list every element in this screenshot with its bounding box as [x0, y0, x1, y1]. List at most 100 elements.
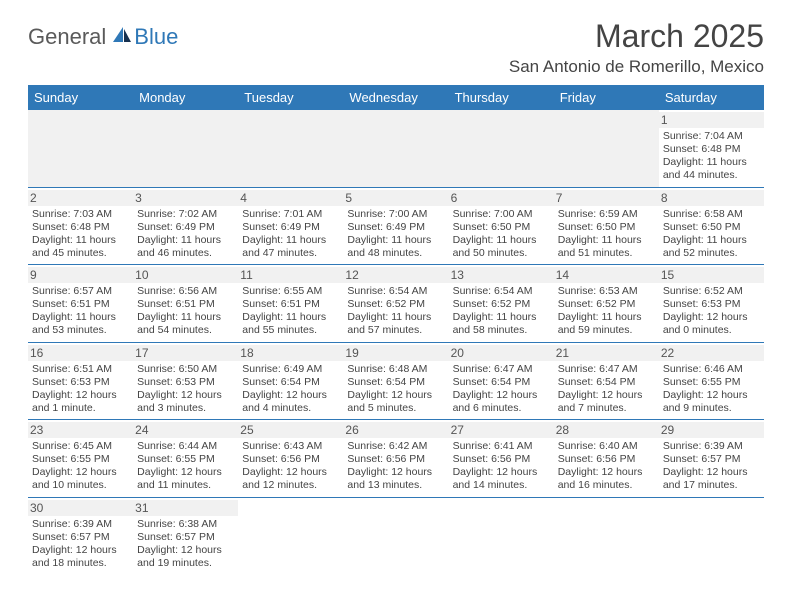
day-info: Sunrise: 6:51 AMSunset: 6:53 PMDaylight:… [32, 363, 129, 416]
day-info: Sunrise: 6:45 AMSunset: 6:55 PMDaylight:… [32, 440, 129, 493]
calendar-week: 30Sunrise: 6:39 AMSunset: 6:57 PMDayligh… [28, 497, 764, 574]
day-number: 1 [659, 112, 764, 128]
day-info: Sunrise: 6:38 AMSunset: 6:57 PMDaylight:… [137, 518, 234, 571]
calendar-day: 22Sunrise: 6:46 AMSunset: 6:55 PMDayligh… [659, 342, 764, 420]
sail-icon [110, 25, 134, 50]
calendar-week: 2 Sunrise: 7:03 AMSunset: 6:48 PMDaylight… [28, 187, 764, 265]
calendar-day: 19 Sunrise: 6:48 AMSunset: 6:54 PMDayligh… [343, 342, 448, 420]
day-number: 7 [554, 190, 659, 206]
calendar-empty [238, 110, 343, 187]
day-number: 24 [133, 422, 238, 438]
day-info: Sunrise: 6:56 AMSunset: 6:51 PMDaylight:… [137, 285, 234, 338]
day-header: Friday [554, 85, 659, 110]
day-info: Sunrise: 6:59 AMSunset: 6:50 PMDaylight:… [558, 208, 655, 261]
calendar-empty [133, 110, 238, 187]
day-number: 6 [449, 190, 554, 206]
calendar-empty [238, 497, 343, 574]
day-info: Sunrise: 6:47 AMSunset: 6:54 PMDaylight:… [453, 363, 550, 416]
day-number: 12 [343, 267, 448, 283]
calendar-week: 9Sunrise: 6:57 AMSunset: 6:51 PMDaylight… [28, 265, 764, 343]
day-info: Sunrise: 6:44 AMSunset: 6:55 PMDaylight:… [137, 440, 234, 493]
day-header: Wednesday [343, 85, 448, 110]
calendar-day: 14 Sunrise: 6:53 AMSunset: 6:52 PMDayligh… [554, 265, 659, 343]
calendar-empty [343, 497, 448, 574]
calendar-week: 23Sunrise: 6:45 AMSunset: 6:55 PMDayligh… [28, 420, 764, 498]
day-number: 3 [133, 190, 238, 206]
day-info: Sunrise: 7:01 AMSunset: 6:49 PMDaylight:… [242, 208, 339, 261]
day-number: 26 [343, 422, 448, 438]
day-info: Sunrise: 6:46 AMSunset: 6:55 PMDaylight:… [663, 363, 760, 416]
calendar-day: 5Sunrise: 7:00 AMSunset: 6:49 PMDaylight… [343, 187, 448, 265]
calendar-day: 17Sunrise: 6:50 AMSunset: 6:53 PMDayligh… [133, 342, 238, 420]
day-info: Sunrise: 6:49 AMSunset: 6:54 PMDaylight:… [242, 363, 339, 416]
day-header: Sunday [28, 85, 133, 110]
day-number: 5 [343, 190, 448, 206]
day-info: Sunrise: 6:39 AMSunset: 6:57 PMDaylight:… [32, 518, 129, 571]
calendar-day: 6Sunrise: 7:00 AMSunset: 6:50 PMDaylight… [449, 187, 554, 265]
day-header-row: SundayMondayTuesdayWednesdayThursdayFrid… [28, 85, 764, 110]
day-info: Sunrise: 6:54 AMSunset: 6:52 PMDaylight:… [453, 285, 550, 338]
day-header: Thursday [449, 85, 554, 110]
day-info: Sunrise: 6:47 AMSunset: 6:54 PMDaylight:… [558, 363, 655, 416]
calendar-body: 1Sunrise: 7:04 AMSunset: 6:48 PMDaylight… [28, 110, 764, 574]
calendar-day: 7 Sunrise: 6:59 AMSunset: 6:50 PMDaylight… [554, 187, 659, 265]
calendar-day: 30Sunrise: 6:39 AMSunset: 6:57 PMDayligh… [28, 497, 133, 574]
calendar-empty [659, 497, 764, 574]
calendar-day: 13Sunrise: 6:54 AMSunset: 6:52 PMDayligh… [449, 265, 554, 343]
calendar-day: 21 Sunrise: 6:47 AMSunset: 6:54 PMDayligh… [554, 342, 659, 420]
day-number: 15 [659, 267, 764, 283]
calendar-day: 16Sunrise: 6:51 AMSunset: 6:53 PMDayligh… [28, 342, 133, 420]
day-number: 29 [659, 422, 764, 438]
day-info: Sunrise: 6:48 AMSunset: 6:54 PMDaylight:… [347, 363, 444, 416]
day-number: 19 [343, 345, 448, 361]
calendar-day: 4 Sunrise: 7:01 AMSunset: 6:49 PMDaylight… [238, 187, 343, 265]
day-number: 28 [554, 422, 659, 438]
day-info: Sunrise: 7:02 AMSunset: 6:49 PMDaylight:… [137, 208, 234, 261]
calendar-day: 11 Sunrise: 6:55 AMSunset: 6:51 PMDayligh… [238, 265, 343, 343]
calendar-day: 8Sunrise: 6:58 AMSunset: 6:50 PMDaylight… [659, 187, 764, 265]
day-number: 20 [449, 345, 554, 361]
day-info: Sunrise: 6:43 AMSunset: 6:56 PMDaylight:… [242, 440, 339, 493]
day-info: Sunrise: 7:03 AMSunset: 6:48 PMDaylight:… [32, 208, 129, 261]
calendar-day: 12 Sunrise: 6:54 AMSunset: 6:52 PMDayligh… [343, 265, 448, 343]
day-info: Sunrise: 6:54 AMSunset: 6:52 PMDaylight:… [347, 285, 444, 338]
day-info: Sunrise: 6:52 AMSunset: 6:53 PMDaylight:… [663, 285, 760, 338]
calendar-day: 18 Sunrise: 6:49 AMSunset: 6:54 PMDayligh… [238, 342, 343, 420]
calendar-day: 2 Sunrise: 7:03 AMSunset: 6:48 PMDaylight… [28, 187, 133, 265]
calendar-day: 9Sunrise: 6:57 AMSunset: 6:51 PMDaylight… [28, 265, 133, 343]
day-info: Sunrise: 6:55 AMSunset: 6:51 PMDaylight:… [242, 285, 339, 338]
calendar-empty [554, 497, 659, 574]
calendar-day: 23Sunrise: 6:45 AMSunset: 6:55 PMDayligh… [28, 420, 133, 498]
title-block: March 2025 San Antonio de Romerillo, Mex… [509, 18, 764, 77]
calendar-day: 31Sunrise: 6:38 AMSunset: 6:57 PMDayligh… [133, 497, 238, 574]
calendar-empty [449, 110, 554, 187]
day-number: 4 [238, 190, 343, 206]
day-number: 9 [28, 267, 133, 283]
day-number: 25 [238, 422, 343, 438]
day-number: 21 [554, 345, 659, 361]
day-info: Sunrise: 6:53 AMSunset: 6:52 PMDaylight:… [558, 285, 655, 338]
calendar-day: 3 Sunrise: 7:02 AMSunset: 6:49 PMDaylight… [133, 187, 238, 265]
day-info: Sunrise: 6:50 AMSunset: 6:53 PMDaylight:… [137, 363, 234, 416]
calendar-day: 25 Sunrise: 6:43 AMSunset: 6:56 PMDayligh… [238, 420, 343, 498]
day-number: 8 [659, 190, 764, 206]
calendar-empty [28, 110, 133, 187]
header: General Blue March 2025 San Antonio de R… [28, 18, 764, 77]
logo: General Blue [28, 24, 178, 50]
day-number: 11 [238, 267, 343, 283]
day-header: Saturday [659, 85, 764, 110]
day-number: 2 [28, 190, 133, 206]
calendar-week: 16Sunrise: 6:51 AMSunset: 6:53 PMDayligh… [28, 342, 764, 420]
calendar-day: 29 Sunrise: 6:39 AMSunset: 6:57 PMDayligh… [659, 420, 764, 498]
calendar-empty [449, 497, 554, 574]
day-info: Sunrise: 6:39 AMSunset: 6:57 PMDaylight:… [663, 440, 760, 493]
calendar-day: 1Sunrise: 7:04 AMSunset: 6:48 PMDaylight… [659, 110, 764, 187]
calendar-day: 15 Sunrise: 6:52 AMSunset: 6:53 PMDayligh… [659, 265, 764, 343]
day-number: 18 [238, 345, 343, 361]
day-number: 14 [554, 267, 659, 283]
location: San Antonio de Romerillo, Mexico [509, 57, 764, 77]
month-title: March 2025 [509, 18, 764, 55]
day-header: Tuesday [238, 85, 343, 110]
calendar-table: SundayMondayTuesdayWednesdayThursdayFrid… [28, 85, 764, 574]
day-info: Sunrise: 6:42 AMSunset: 6:56 PMDaylight:… [347, 440, 444, 493]
